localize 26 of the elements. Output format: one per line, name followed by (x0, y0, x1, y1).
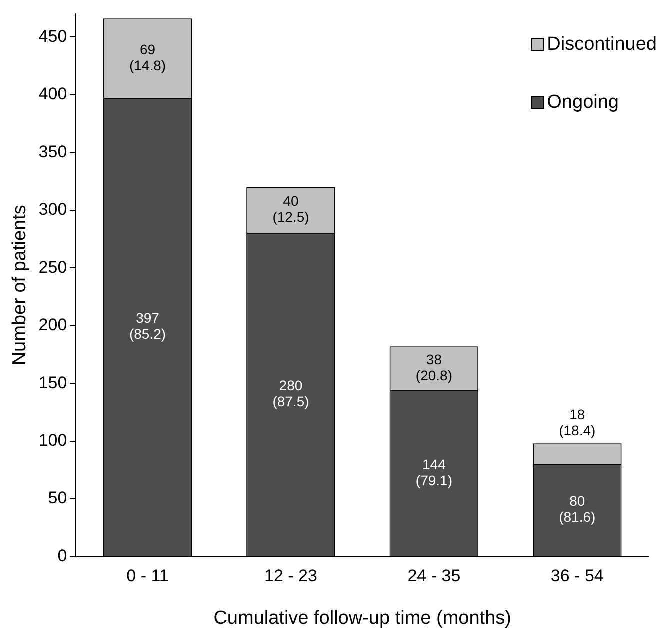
legend-label: Ongoing (547, 92, 619, 114)
x-tick-label: 12 - 23 (264, 566, 318, 586)
x-tick-label: 36 - 54 (550, 566, 604, 586)
data-label: 38 (20.8) (416, 351, 452, 384)
x-axis-title: Cumulative follow-up time (months) (214, 608, 512, 629)
y-tick-label: 0 (58, 546, 68, 566)
x-tick-label: 24 - 35 (408, 566, 461, 586)
data-label: 80 (81.6) (559, 493, 596, 526)
data-label: 69 (14.8) (129, 41, 166, 74)
y-tick-label: 150 (38, 373, 68, 392)
y-axis-title: Number of patients (10, 205, 31, 366)
data-label: 40 (12.5) (272, 193, 310, 226)
data-label: 397 (85.2) (129, 310, 166, 342)
data-label: 18 (18.4) (559, 406, 596, 438)
y-tick-label: 200 (38, 316, 68, 335)
y-tick-label: 300 (38, 200, 68, 220)
y-tick-label: 350 (38, 142, 68, 162)
legend-label: Discontinued (547, 34, 657, 56)
data-label: 280 (87.5) (272, 378, 310, 410)
y-tick-label: 450 (38, 26, 68, 46)
data-label: 144 (79.1) (416, 456, 452, 488)
y-tick-label: 100 (38, 431, 68, 450)
y-tick-label: 400 (38, 84, 68, 104)
x-tick-label: 0 - 11 (126, 566, 169, 586)
y-tick-label: 50 (48, 488, 68, 508)
y-tick-label: 250 (38, 258, 68, 277)
